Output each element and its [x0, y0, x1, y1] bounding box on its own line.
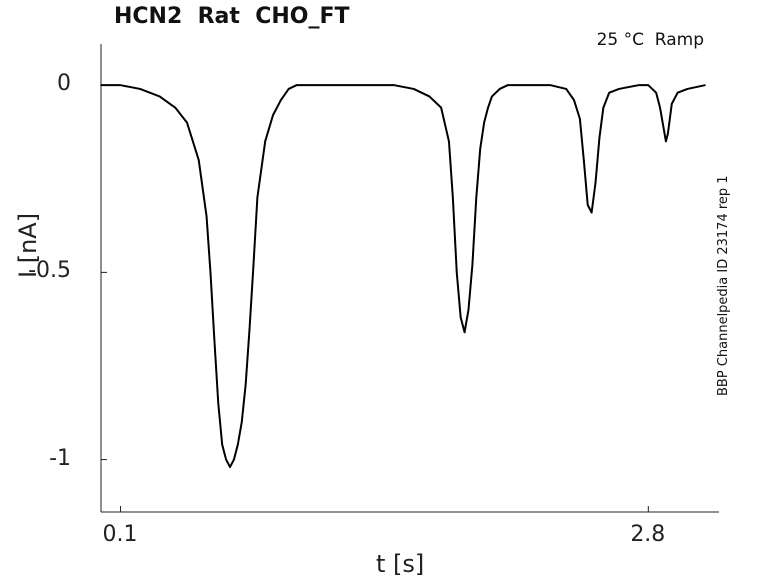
data-point — [264, 140, 266, 143]
data-point — [248, 327, 251, 330]
series-line — [101, 84, 706, 469]
y-tick-label: 0 — [57, 71, 71, 97]
data-point — [583, 159, 585, 161]
data-point — [158, 95, 161, 98]
data-point — [530, 84, 532, 86]
data-point — [565, 88, 568, 90]
data-point — [647, 84, 650, 86]
data-point — [704, 84, 706, 86]
data-point — [618, 88, 620, 90]
data-point — [663, 129, 665, 131]
data-point — [608, 91, 611, 94]
data-point — [237, 443, 239, 446]
data-point — [655, 91, 657, 94]
data-point — [252, 264, 255, 266]
data-point — [213, 338, 216, 341]
data-point — [295, 84, 298, 86]
x-axis-label: t [s] — [376, 550, 425, 578]
y-tick-label: -0.5 — [28, 258, 71, 284]
data-point — [452, 196, 454, 199]
data-point — [197, 159, 200, 161]
data-point — [483, 121, 485, 124]
data-point — [412, 88, 415, 90]
data-point — [280, 99, 282, 101]
data-point — [233, 458, 235, 461]
x-tick-label: 2.8 — [630, 522, 666, 547]
axes — [100, 44, 719, 513]
data-point — [463, 331, 466, 334]
data-point — [205, 215, 208, 218]
data-point — [659, 106, 661, 109]
data-point — [225, 458, 227, 461]
data-point — [602, 106, 605, 109]
series-group — [100, 84, 706, 469]
data-point — [174, 106, 177, 109]
data-point — [475, 196, 478, 199]
data-point — [479, 148, 482, 150]
data-point — [491, 95, 493, 98]
data-point — [471, 264, 474, 266]
data-point — [667, 133, 669, 135]
data-point — [586, 204, 589, 206]
data-point — [686, 88, 689, 90]
data-point — [594, 181, 597, 184]
data-point — [119, 84, 122, 86]
data-point — [440, 106, 442, 109]
data-point — [209, 271, 212, 274]
data-point — [487, 106, 489, 109]
y-tick-label: -1 — [49, 445, 71, 471]
data-point — [428, 95, 431, 98]
data-point — [139, 88, 141, 90]
data-point — [221, 443, 223, 446]
data-point — [229, 466, 231, 468]
data-point — [467, 309, 470, 311]
source-note: BBP Channelpedia ID 23174 rep 1 — [716, 175, 731, 396]
data-point — [665, 140, 667, 143]
tick-marks — [101, 84, 649, 512]
data-point — [579, 118, 581, 120]
data-point — [240, 421, 243, 423]
data-point — [455, 271, 458, 274]
data-point — [506, 84, 509, 86]
data-point — [448, 140, 450, 143]
data-point — [598, 136, 601, 139]
data-point — [670, 103, 673, 105]
data-point — [334, 84, 337, 86]
data-point — [217, 402, 220, 405]
chart-title: HCN2 Rat CHO_FT — [114, 4, 350, 29]
data-point — [637, 84, 640, 86]
data-point — [676, 91, 679, 94]
data-point — [287, 88, 290, 90]
data-point — [244, 383, 247, 386]
data-point — [498, 88, 501, 90]
data-point — [459, 316, 462, 319]
data-point — [514, 84, 517, 86]
data-point — [393, 84, 396, 86]
data-point — [272, 114, 274, 116]
x-tick-label: 0.1 — [102, 522, 138, 547]
data-point — [590, 211, 593, 214]
data-point — [549, 84, 552, 86]
data-point — [364, 84, 366, 86]
data-point — [100, 84, 102, 86]
condition-label: 25 °C Ramp — [596, 30, 704, 50]
data-point — [573, 99, 575, 101]
data-point — [315, 84, 317, 86]
data-point — [256, 196, 259, 199]
data-point — [186, 121, 188, 124]
